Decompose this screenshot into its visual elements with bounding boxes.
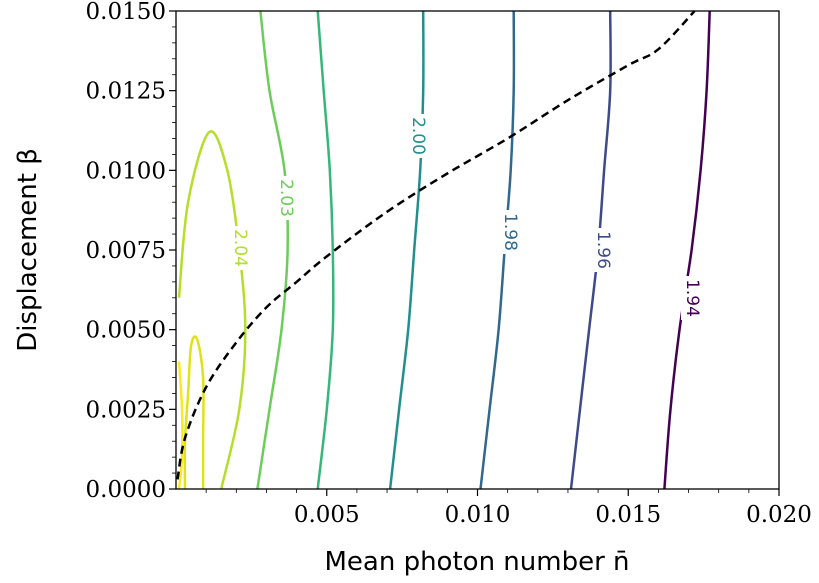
contour-line-2.04 bbox=[177, 130, 247, 490]
y-tick-label: 0.0025 bbox=[86, 397, 166, 423]
contour-label-1.98: 1.98 bbox=[500, 213, 520, 251]
x-tick-label: 0.020 bbox=[746, 502, 812, 528]
contour-label-background bbox=[407, 114, 429, 158]
y-tick-label: 0.0100 bbox=[86, 158, 166, 184]
contour-label-2.03: 2.03 bbox=[276, 179, 296, 217]
y-tick-label: 0.0125 bbox=[86, 79, 166, 105]
y-tick-label: 0.0150 bbox=[86, 0, 166, 25]
x-tick-label: 0.010 bbox=[445, 502, 511, 528]
y-axis-ticks: 0.0000 0.0025 0.0050 0.0075 0.0100 0.0125 0.01… bbox=[86, 0, 176, 503]
contour-labels: 1.94 1.96 1.98 2.00 2.03 2.04 bbox=[229, 114, 703, 320]
y-tick-label: 0.0000 bbox=[86, 477, 166, 503]
contour-label-1.94: 1.94 bbox=[682, 279, 702, 317]
x-tick-label: 0.005 bbox=[294, 502, 360, 528]
y-axis-label: Displacement β bbox=[13, 148, 43, 352]
x-axis-ticks: 0.005 0.010 0.015 0.020 bbox=[205, 489, 812, 528]
y-tick-label: 0.0050 bbox=[86, 318, 166, 344]
contour-line-2.06 bbox=[177, 361, 184, 490]
x-tick-label: 0.015 bbox=[595, 502, 661, 528]
contour-line-1.94 bbox=[663, 10, 711, 490]
contour-label-2.04: 2.04 bbox=[230, 229, 250, 267]
y-tick-label: 0.0075 bbox=[86, 238, 166, 264]
contour-label-background bbox=[499, 210, 521, 254]
x-axis-label: Mean photon number n̄ bbox=[324, 547, 629, 577]
contour-label-2.00: 2.00 bbox=[408, 117, 428, 155]
contour-label-background bbox=[592, 228, 614, 272]
contour-line-2.02 bbox=[316, 10, 335, 490]
contour-label-background bbox=[275, 176, 297, 220]
contour-lines bbox=[177, 10, 711, 490]
contour-line-2.03 bbox=[256, 10, 290, 490]
contour-line-2.00 bbox=[388, 10, 425, 490]
contour-label-1.96: 1.96 bbox=[593, 231, 613, 269]
contour-label-background bbox=[229, 226, 251, 270]
contour-label-background bbox=[681, 276, 703, 320]
plot-frame bbox=[175, 10, 780, 490]
dashed-boundary-curve bbox=[176, 10, 696, 480]
